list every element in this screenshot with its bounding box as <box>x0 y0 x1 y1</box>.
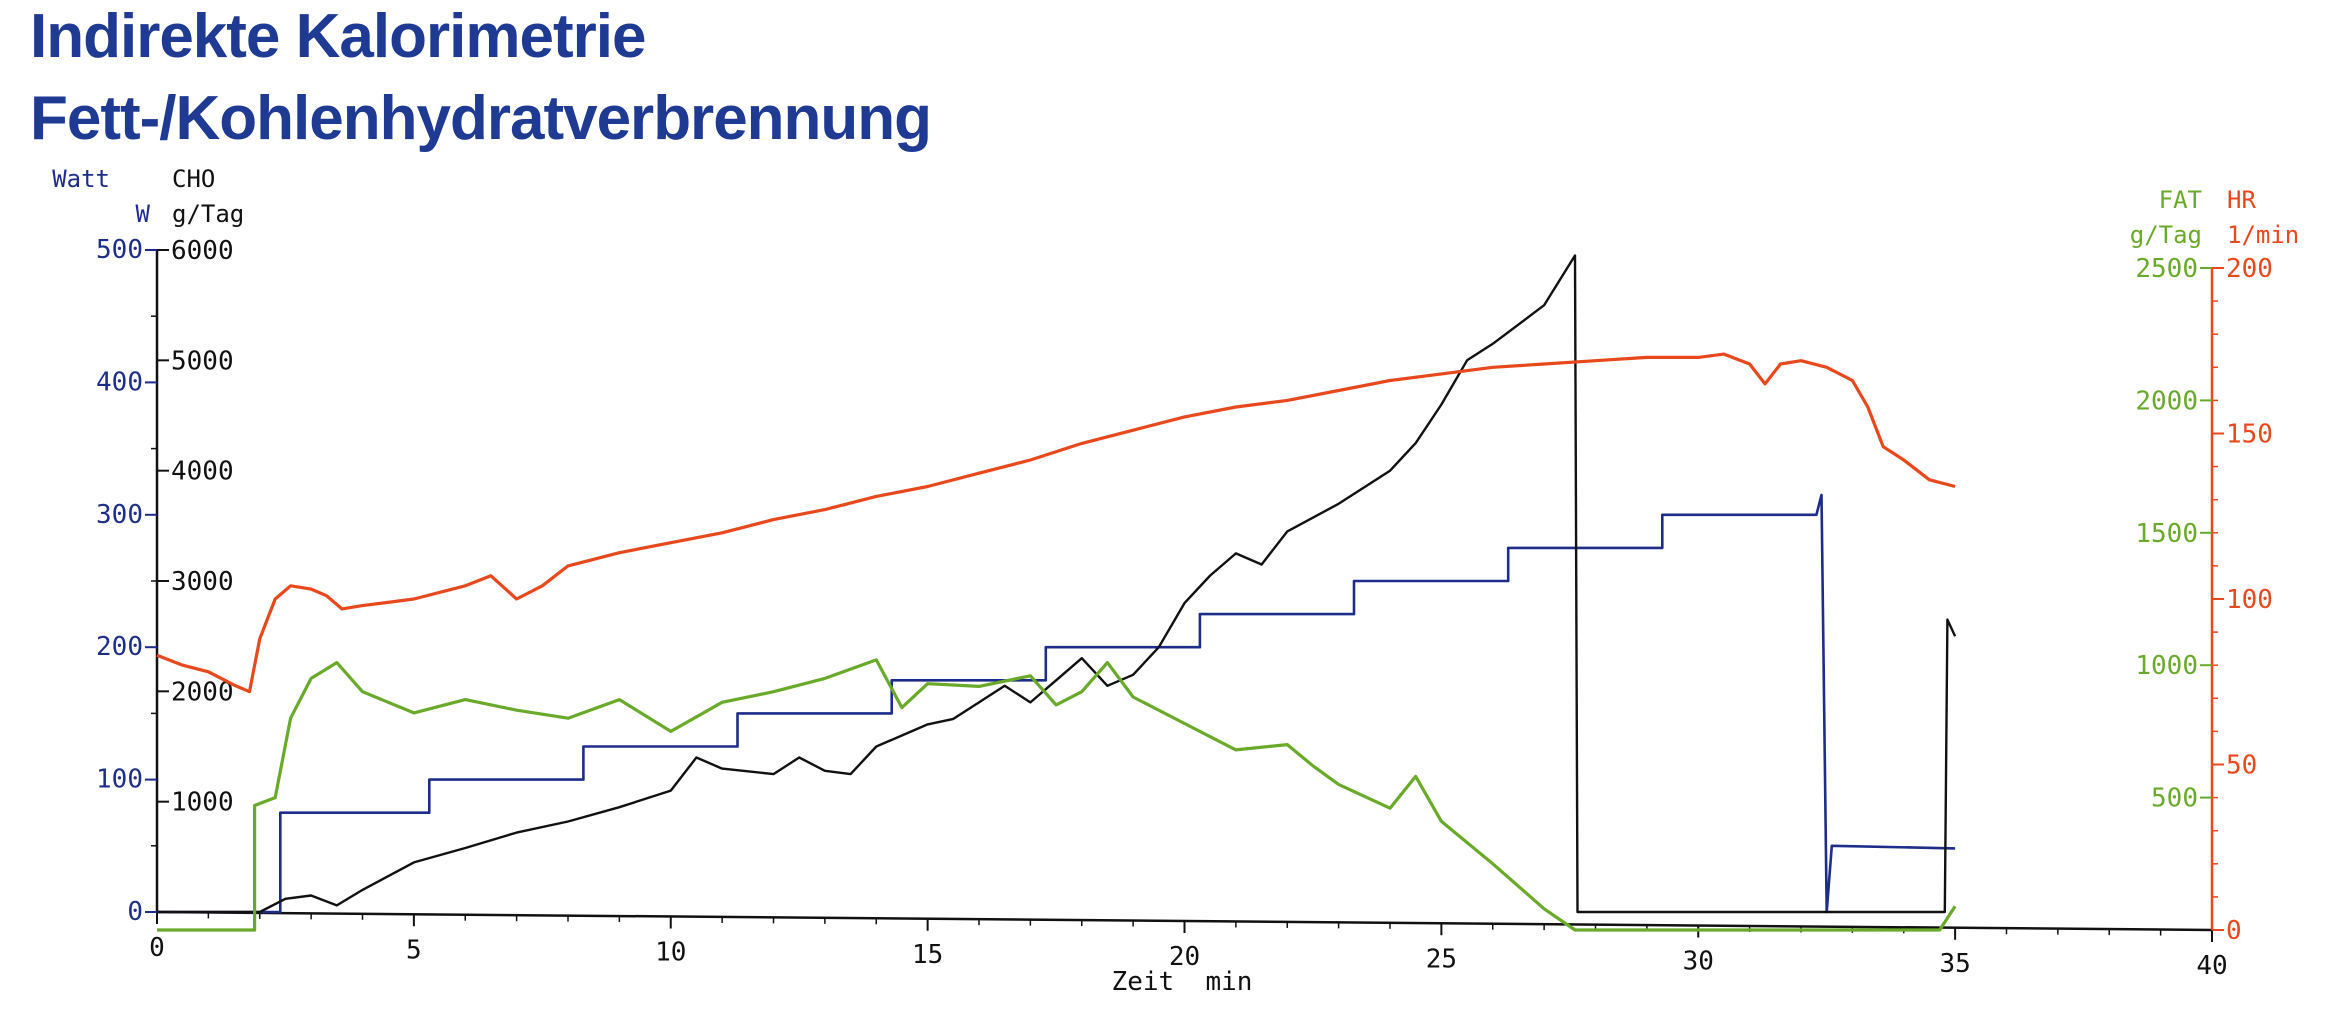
x-tick-label: 0 <box>149 933 165 963</box>
hr-series-line <box>156 352 1956 694</box>
watt-axis-unit: W <box>136 200 151 228</box>
watt-tick-label: 400 <box>96 367 143 397</box>
x-tick-label: 20 <box>1169 942 1200 972</box>
x-tick-label: 5 <box>406 935 422 965</box>
axes: 0 5 10 15 20 25 30 35 40010020030040050010002000… <box>96 235 2273 981</box>
watt-tick-label: 0 <box>127 897 143 927</box>
cho-tick-label: 3000 <box>171 567 234 597</box>
axis-labels: Watt W CHO g/Tag FAT g/Tag HR 1/min Zeit… <box>52 165 2299 997</box>
cho-series-line <box>157 254 1957 914</box>
watt-tick-label: 300 <box>96 500 143 530</box>
cho-tick-label: 2000 <box>171 677 234 707</box>
fat-axis-label: FAT <box>2159 186 2202 214</box>
fat-series-line <box>157 658 1957 932</box>
x-tick-label: 40 <box>2196 951 2227 981</box>
x-tick-label: 30 <box>1683 947 1714 977</box>
hr-tick-label: 150 <box>2226 420 2273 450</box>
page-subtitle: Fett-/Kohlenhydratverbrennung <box>30 84 932 153</box>
fat-tick-label: 1000 <box>2135 651 2198 681</box>
watt-axis-label: Watt <box>52 165 110 193</box>
fat-axis-unit: g/Tag <box>2130 221 2202 249</box>
hr-tick-label: 50 <box>2226 751 2257 781</box>
watt-tick-label: 200 <box>96 632 143 662</box>
fat-tick-label: 1500 <box>2135 519 2198 549</box>
watt-tick-label: 500 <box>96 235 143 265</box>
hr-axis-unit: 1/min <box>2227 221 2299 249</box>
x-tick-label: 35 <box>1939 949 1970 979</box>
x-tick-label: 10 <box>655 938 686 968</box>
x-tick-label: 25 <box>1426 944 1457 974</box>
cho-tick-label: 6000 <box>171 236 234 266</box>
hr-tick-label: 200 <box>2226 254 2273 284</box>
fat-tick-label: 2500 <box>2135 254 2198 284</box>
x-axis-label: Zeit min <box>1112 967 1253 997</box>
cho-tick-label: 5000 <box>171 346 234 376</box>
cho-axis-label: CHO <box>172 165 215 193</box>
watt-tick-label: 100 <box>96 765 143 795</box>
fat-tick-label: 2000 <box>2135 386 2198 416</box>
hr-tick-label: 0 <box>2226 916 2242 946</box>
cho-tick-label: 4000 <box>171 457 234 487</box>
cho-tick-label: 1000 <box>171 788 234 818</box>
hr-tick-label: 100 <box>2226 585 2273 615</box>
x-tick-label: 15 <box>912 940 943 970</box>
page-title: Indirekte Kalorimetrie <box>30 2 646 71</box>
fat-tick-label: 500 <box>2151 784 2198 814</box>
hr-axis-label: HR <box>2227 186 2256 214</box>
watt-series-line <box>157 493 1956 914</box>
cho-axis-unit: g/Tag <box>172 200 244 228</box>
series-group <box>156 254 1957 932</box>
